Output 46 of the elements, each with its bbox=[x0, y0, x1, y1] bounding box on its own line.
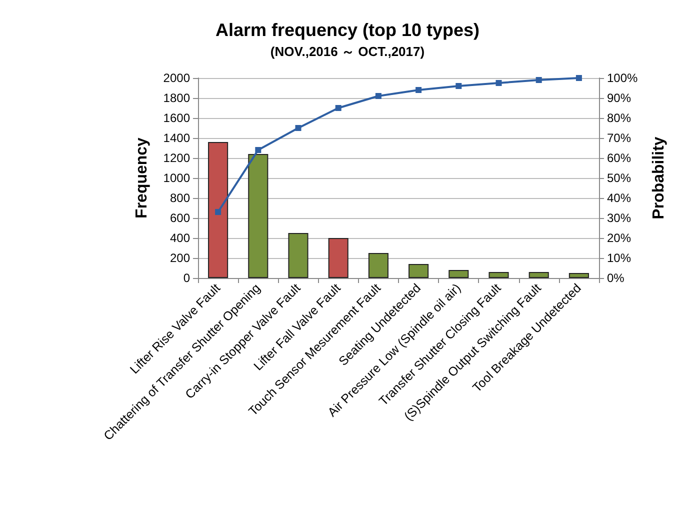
y-tick-label: 1600 bbox=[163, 111, 190, 125]
point bbox=[215, 209, 222, 215]
point bbox=[536, 77, 542, 83]
bar bbox=[248, 154, 268, 278]
point bbox=[295, 125, 302, 131]
point bbox=[576, 75, 582, 81]
point bbox=[456, 83, 462, 89]
bar bbox=[208, 142, 228, 278]
bar bbox=[288, 233, 308, 278]
bar bbox=[568, 273, 589, 278]
y-axis-title: Frequency bbox=[134, 137, 150, 218]
point bbox=[375, 93, 382, 99]
y-tick-label: 400 bbox=[170, 231, 190, 245]
y-tick-label: 800 bbox=[170, 191, 190, 205]
y-tick-label: 0 bbox=[183, 271, 190, 285]
bar bbox=[368, 253, 388, 278]
y2-tick-label: 90% bbox=[607, 91, 632, 105]
y2-tick-label: 60% bbox=[607, 151, 632, 165]
bar bbox=[488, 272, 509, 278]
y-tick-label: 1800 bbox=[163, 91, 190, 105]
y2-tick-label: 70% bbox=[607, 131, 632, 145]
y2-tick-label: 10% bbox=[607, 251, 632, 265]
y2-tick-label: 100% bbox=[607, 71, 638, 85]
chart-subtitle: (NOV.,2016 ～ OCT.,2017) bbox=[270, 44, 425, 59]
point bbox=[335, 105, 342, 111]
y2-axis-title: Probability bbox=[650, 136, 668, 220]
y2-tick-label: 80% bbox=[607, 111, 632, 125]
bar bbox=[528, 272, 549, 278]
point bbox=[255, 147, 262, 153]
y-tick-label: 200 bbox=[170, 251, 190, 265]
y-tick-label: 1200 bbox=[163, 151, 190, 165]
y2-tick-label: 30% bbox=[607, 211, 632, 225]
y2-tick-label: 40% bbox=[607, 191, 632, 205]
point bbox=[496, 80, 502, 86]
bar bbox=[328, 238, 348, 278]
bar bbox=[448, 270, 469, 278]
y2-tick-label: 50% bbox=[607, 171, 632, 185]
y-tick-label: 1400 bbox=[163, 131, 190, 145]
y-tick-label: 1000 bbox=[163, 171, 190, 185]
bar bbox=[408, 264, 429, 278]
y-tick-label: 2000 bbox=[163, 71, 190, 85]
y2-tick-label: 20% bbox=[607, 231, 632, 245]
y2-tick-label: 0% bbox=[607, 271, 625, 285]
point bbox=[416, 87, 422, 93]
y-tick-label: 600 bbox=[170, 211, 190, 225]
chart-title: Alarm frequency (top 10 types) bbox=[215, 20, 480, 40]
